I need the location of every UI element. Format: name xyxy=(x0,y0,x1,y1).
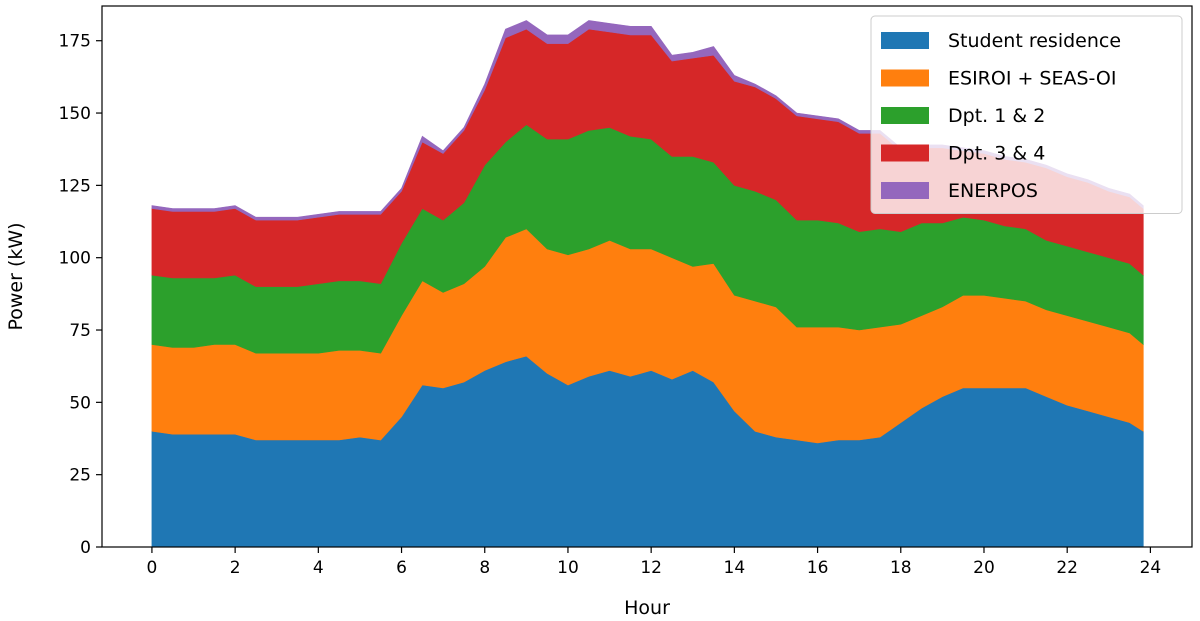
x-tick-label: 16 xyxy=(807,558,829,578)
y-tick-label: 25 xyxy=(69,466,91,486)
y-tick-label: 0 xyxy=(80,538,91,558)
x-tick-label: 14 xyxy=(724,558,746,578)
x-tick-label: 6 xyxy=(396,558,407,578)
legend-swatch xyxy=(881,69,929,87)
y-tick-label: 75 xyxy=(69,321,91,341)
area-layer xyxy=(151,20,1144,548)
legend-box xyxy=(870,15,1183,214)
y-axis: 0 25 50 75 100 125 150 175 xyxy=(59,32,102,558)
x-tick-label: 10 xyxy=(557,558,579,578)
legend-swatch xyxy=(881,32,929,49)
legend-label: Student residence xyxy=(948,30,1121,52)
x-tick-label: 20 xyxy=(973,558,995,578)
x-axis-label: Hour xyxy=(624,597,670,619)
legend-label: Dpt. 1 & 2 xyxy=(948,105,1045,127)
y-tick-label: 175 xyxy=(59,32,91,52)
legend-swatch xyxy=(881,144,929,162)
x-tick-label: 0 xyxy=(147,558,158,578)
legend-swatch xyxy=(881,107,929,124)
y-axis-label: Power (kW) xyxy=(5,222,27,330)
y-tick-label: 125 xyxy=(59,176,91,196)
x-tick-label: 24 xyxy=(1140,558,1162,578)
x-tick-label: 12 xyxy=(640,558,662,578)
x-tick-label: 8 xyxy=(479,558,490,578)
x-tick-label: 4 xyxy=(313,558,324,578)
y-tick-label: 50 xyxy=(69,393,91,413)
y-tick-label: 100 xyxy=(59,249,91,269)
legend: Student residence ESIROI + SEAS-OI Dpt. 1 … xyxy=(870,15,1183,214)
plot-frame xyxy=(101,5,1193,548)
legend-label: ENERPOS xyxy=(948,180,1038,202)
legend-label: ESIROI + SEAS-OI xyxy=(948,68,1117,90)
y-tick-label: 150 xyxy=(59,104,91,124)
x-tick-label: 2 xyxy=(230,558,241,578)
legend-swatch xyxy=(881,182,929,199)
x-axis: 0 2 4 6 8 10 12 14 16 18 20 22 24 xyxy=(147,547,1162,578)
x-tick-label: 18 xyxy=(890,558,912,578)
x-tick-label: 22 xyxy=(1056,558,1078,578)
legend-label: Dpt. 3 & 4 xyxy=(948,143,1045,165)
